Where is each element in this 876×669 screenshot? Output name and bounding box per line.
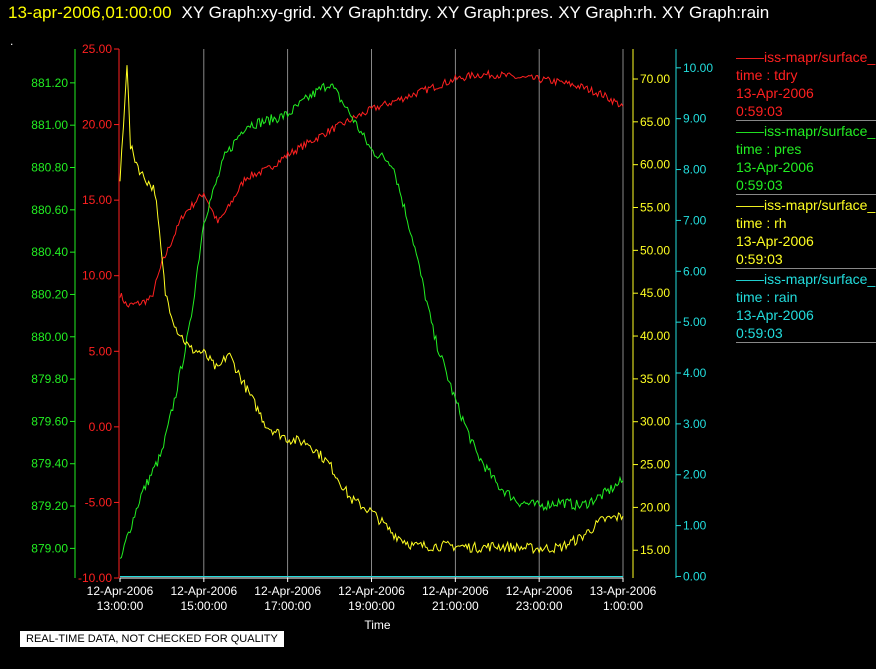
legend-var: time : pres xyxy=(736,141,802,157)
legend-var: time : tdry xyxy=(736,67,798,83)
tdry-y-tick-label: 15.00 xyxy=(82,193,112,207)
rain-y-tick-label: 4.00 xyxy=(683,366,707,380)
rain-y-tick-label: 2.00 xyxy=(683,468,707,482)
pres-y-tick-label: 880.20 xyxy=(31,287,68,301)
tdry-y-tick-label: -10.00 xyxy=(78,571,112,585)
x-tick-label: 12-Apr-2006 xyxy=(87,584,154,598)
rh-y-tick-label: 25.00 xyxy=(640,458,670,472)
legend-entry: ——iss-mapr/surface_time : rh 13-Apr-2006 0… xyxy=(736,196,876,269)
rh-y-tick-label: 65.00 xyxy=(640,115,670,129)
x-tick-label: 13:00:00 xyxy=(97,599,144,613)
rh-y-tick-label: 70.00 xyxy=(640,72,670,86)
tdry-y-tick-label: 25.00 xyxy=(82,42,112,56)
rh-y-tick-label: 15.00 xyxy=(640,543,670,557)
pres-y-tick-label: 880.40 xyxy=(31,245,68,259)
rain-y-tick-label: 9.00 xyxy=(683,112,707,126)
legend-entry: ——iss-mapr/surface_time : rain 13-Apr-200… xyxy=(736,270,876,343)
x-tick-label: 1:00:00 xyxy=(603,599,643,613)
legend-var: time : rain xyxy=(736,289,798,305)
rain-y-tick-label: 8.00 xyxy=(683,163,707,177)
tdry-y-tick-label: 5.00 xyxy=(89,344,113,358)
x-tick-label: 21:00:00 xyxy=(432,599,479,613)
legend-date: 13-Apr-2006 xyxy=(736,307,814,323)
graph-titles: XY Graph:xy-grid. XY Graph:tdry. XY Grap… xyxy=(181,3,770,22)
rain-y-tick-label: 7.00 xyxy=(683,213,707,227)
legend-time: 0:59:03 xyxy=(736,103,783,119)
rh-y-tick-label: 35.00 xyxy=(640,372,670,386)
tdry-y-tick-label: 10.00 xyxy=(82,269,112,283)
pres-y-tick-label: 879.00 xyxy=(31,541,68,555)
pres-series-line xyxy=(119,82,624,559)
pres-y-tick-label: 880.80 xyxy=(31,160,68,174)
legend-entry: ——iss-mapr/surface_time : tdry 13-Apr-200… xyxy=(736,48,876,121)
x-tick-label: 12-Apr-2006 xyxy=(170,584,237,598)
x-axis-label: Time xyxy=(364,618,391,632)
x-tick-label: 12-Apr-2006 xyxy=(338,584,405,598)
tdry-series-line xyxy=(119,69,624,308)
pres-y-tick-label: 879.20 xyxy=(31,499,68,513)
legend-time: 0:59:03 xyxy=(736,251,783,267)
legend-name: ——iss-mapr/surface_ xyxy=(736,271,876,287)
rh-y-tick-label: 40.00 xyxy=(640,329,670,343)
pres-y-tick-label: 881.20 xyxy=(31,76,68,90)
x-tick-label: 19:00:00 xyxy=(348,599,395,613)
legend-date: 13-Apr-2006 xyxy=(736,159,814,175)
rain-y-tick-label: 10.00 xyxy=(683,61,713,75)
graph-timestamp: 13-apr-2006,01:00:00 xyxy=(8,3,172,22)
legend: ——iss-mapr/surface_ time : tdry 13-Apr-200… xyxy=(736,48,876,344)
rh-y-tick-label: 55.00 xyxy=(640,201,670,215)
rain-y-tick-label: 1.00 xyxy=(683,519,707,533)
rh-y-tick-label: 60.00 xyxy=(640,158,670,172)
tdry-y-tick-label: 20.00 xyxy=(82,118,112,132)
legend-entry: ——iss-mapr/surface_time : pres 13-Apr-200… xyxy=(736,122,876,195)
tdry-y-tick-label: -5.00 xyxy=(85,495,113,509)
rh-y-tick-label: 50.00 xyxy=(640,243,670,257)
pres-y-tick-label: 879.80 xyxy=(31,372,68,386)
legend-date: 13-Apr-2006 xyxy=(736,233,814,249)
graph-title-bar: 13-apr-2006,01:00:00 XY Graph:xy-grid. XY… xyxy=(0,0,876,30)
x-tick-label: 12-Apr-2006 xyxy=(422,584,489,598)
pres-y-tick-label: 881.00 xyxy=(31,118,68,132)
rain-y-tick-label: 6.00 xyxy=(683,264,707,278)
quality-disclaimer: REAL-TIME DATA, NOT CHECKED FOR QUALITY xyxy=(20,631,284,647)
x-tick-label: 17:00:00 xyxy=(264,599,311,613)
x-tick-label: 13-Apr-2006 xyxy=(590,584,657,598)
rain-y-tick-label: 5.00 xyxy=(683,315,707,329)
x-tick-label: 15:00:00 xyxy=(180,599,227,613)
legend-name: ——iss-mapr/surface_ xyxy=(736,123,876,139)
pres-y-tick-label: 880.60 xyxy=(31,203,68,217)
pres-y-tick-label: 879.40 xyxy=(31,457,68,471)
tdry-y-tick-label: 0.00 xyxy=(89,420,113,434)
rh-y-tick-label: 45.00 xyxy=(640,286,670,300)
x-tick-label: 12-Apr-2006 xyxy=(506,584,573,598)
x-tick-label: 23:00:00 xyxy=(516,599,563,613)
legend-date: 13-Apr-2006 xyxy=(736,85,814,101)
rh-series-line xyxy=(119,65,624,555)
rh-y-tick-label: 20.00 xyxy=(640,500,670,514)
legend-var: time : rh xyxy=(736,215,787,231)
rain-y-tick-label: 3.00 xyxy=(683,417,707,431)
rain-y-tick-label: 0.00 xyxy=(683,569,707,583)
x-tick-label: 12-Apr-2006 xyxy=(254,584,321,598)
pres-y-tick-label: 880.00 xyxy=(31,330,68,344)
rh-y-tick-label: 30.00 xyxy=(640,415,670,429)
legend-name: ——iss-mapr/surface_ xyxy=(736,49,876,65)
legend-time: 0:59:03 xyxy=(736,177,783,193)
pres-y-tick-label: 879.60 xyxy=(31,414,68,428)
legend-time: 0:59:03 xyxy=(736,325,783,341)
legend-name: ——iss-mapr/surface_ xyxy=(736,197,876,213)
dot-marker: . xyxy=(10,34,14,48)
